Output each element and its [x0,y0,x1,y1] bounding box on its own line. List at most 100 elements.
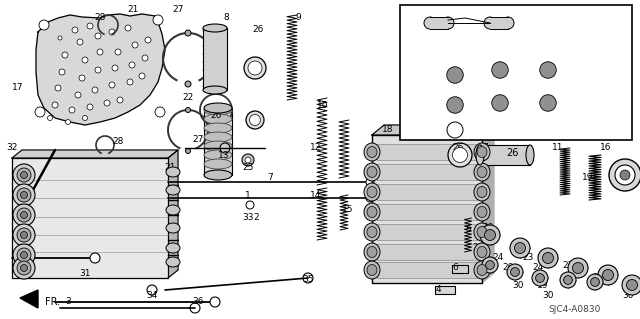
Text: 36: 36 [192,298,204,307]
Ellipse shape [203,82,227,90]
Bar [430,17,448,29]
Circle shape [17,261,31,275]
Circle shape [568,258,588,278]
Text: 26: 26 [211,110,221,120]
Circle shape [17,188,31,202]
Circle shape [591,278,600,286]
Circle shape [20,232,28,239]
Circle shape [440,90,470,120]
Circle shape [20,191,28,198]
Ellipse shape [477,206,487,218]
Ellipse shape [367,146,377,158]
Ellipse shape [474,143,490,161]
Circle shape [55,85,61,91]
Ellipse shape [204,170,232,180]
Circle shape [20,264,28,271]
Text: 26: 26 [452,144,464,152]
Text: 24: 24 [532,263,543,272]
Ellipse shape [204,132,232,142]
Circle shape [366,178,374,186]
Circle shape [17,248,31,262]
Circle shape [79,75,85,81]
Ellipse shape [204,105,232,115]
Ellipse shape [166,243,180,253]
Ellipse shape [367,247,377,257]
Circle shape [185,30,191,36]
Circle shape [480,225,500,245]
Circle shape [246,201,254,209]
Ellipse shape [526,145,534,165]
Circle shape [87,23,93,29]
Text: 16: 16 [600,144,612,152]
Polygon shape [482,125,494,283]
Circle shape [142,55,148,61]
Polygon shape [20,290,38,308]
Text: 20: 20 [612,76,624,85]
Text: 9: 9 [295,13,301,23]
Text: 5: 5 [465,226,471,234]
Text: 26: 26 [252,26,264,34]
Text: 30: 30 [429,113,441,122]
Circle shape [17,205,26,214]
Circle shape [448,143,472,167]
Circle shape [72,27,78,33]
Circle shape [65,120,70,124]
Text: 6: 6 [452,263,458,272]
Bar [203,28,227,90]
Circle shape [17,168,31,182]
Ellipse shape [203,86,227,94]
Circle shape [59,69,65,75]
Text: 19: 19 [429,70,441,79]
Polygon shape [168,150,178,278]
Ellipse shape [477,146,487,158]
Text: 33: 33 [243,213,253,222]
Circle shape [58,36,62,40]
Text: 14: 14 [310,190,322,199]
Ellipse shape [204,103,232,113]
Circle shape [129,62,135,68]
Ellipse shape [364,203,380,221]
Text: 11: 11 [552,144,564,152]
Ellipse shape [364,163,380,181]
Ellipse shape [203,26,227,34]
Text: 20: 20 [483,224,493,233]
Ellipse shape [204,159,232,169]
Bar [377,144,477,160]
Circle shape [95,33,101,39]
Circle shape [615,165,635,185]
Circle shape [82,57,88,63]
Ellipse shape [476,145,484,165]
Circle shape [97,49,103,55]
Text: 30: 30 [592,273,604,283]
Bar [400,5,632,140]
Ellipse shape [477,247,487,257]
Circle shape [250,115,260,125]
Circle shape [125,25,131,31]
Ellipse shape [477,264,487,276]
Circle shape [95,67,101,73]
Circle shape [13,164,35,186]
Text: 28: 28 [112,137,124,146]
Circle shape [538,248,558,268]
Circle shape [245,157,251,163]
Circle shape [155,107,165,117]
Text: 30: 30 [429,85,441,94]
Bar [377,164,477,180]
Text: 30: 30 [622,291,634,300]
Bar [435,286,455,294]
Circle shape [104,100,110,106]
Circle shape [20,172,28,179]
Text: 15: 15 [342,205,354,214]
Circle shape [185,81,191,87]
Ellipse shape [477,226,487,238]
Text: 4: 4 [435,286,441,294]
Circle shape [246,111,264,129]
Circle shape [87,104,93,110]
Circle shape [90,253,100,263]
Text: 13: 13 [218,151,230,160]
Text: 22: 22 [182,93,194,102]
Circle shape [109,82,115,88]
Circle shape [13,244,35,266]
Text: 17: 17 [12,84,24,93]
Circle shape [132,42,138,48]
